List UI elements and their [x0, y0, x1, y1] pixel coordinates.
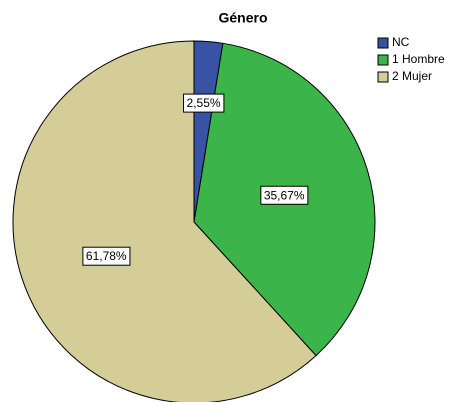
- legend-swatch: [377, 54, 389, 66]
- data-label: 2,55%: [183, 93, 225, 113]
- data-label-text: 35,67%: [264, 188, 305, 202]
- data-label-box: [183, 93, 225, 113]
- data-label-box: [82, 246, 131, 266]
- data-label: 61,78%: [82, 246, 131, 266]
- chart-title: Género: [218, 10, 267, 26]
- legend-swatch: [377, 71, 389, 83]
- legend-swatch: [377, 37, 389, 49]
- data-label: 35,67%: [260, 185, 309, 205]
- legend-label: NC: [392, 35, 410, 49]
- legend-label: 1 Hombre: [392, 52, 445, 66]
- data-label-text: 61,78%: [86, 249, 127, 263]
- legend-label: 2 Mujer: [392, 69, 432, 83]
- data-label-box: [260, 185, 309, 205]
- pie-slice: [12, 40, 317, 402]
- data-label-text: 2,55%: [187, 96, 221, 110]
